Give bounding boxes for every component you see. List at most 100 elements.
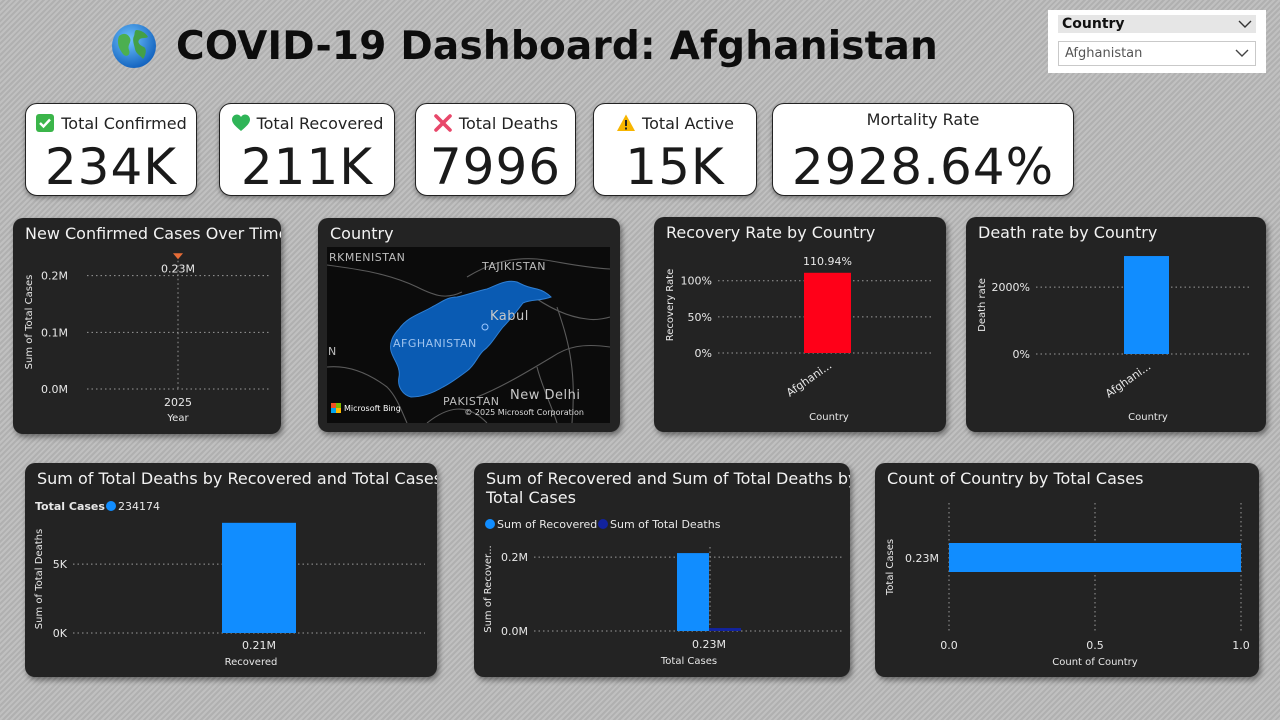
country-slicer: Country Afghanistan	[1048, 10, 1266, 73]
legend-item: 234174	[118, 500, 160, 513]
kpi-mortality-rate: Mortality Rate 2928.64%	[772, 103, 1074, 196]
x-axis-title: Total Cases	[660, 656, 717, 667]
y-tick-label: 0.2M	[41, 270, 68, 283]
y-axis-title: Recovery Rate	[665, 269, 676, 341]
slicer-title: Country	[1062, 16, 1125, 32]
bar-chart-svg: 0.0 0.5 1.0 0.23M Count of Country Total Case…	[885, 503, 1250, 668]
y-axis-title: Sum of Total Deaths	[34, 529, 45, 629]
x-tick-label: Afghani...	[784, 359, 834, 400]
recovered-and-deaths-chart[interactable]: Sum of Recovered and Sum of Total Deaths…	[474, 463, 850, 677]
kpi-label: Total Confirmed	[61, 113, 187, 133]
map-label-new-delhi: New Delhi	[510, 388, 581, 403]
kpi-label: Total Active	[642, 113, 734, 133]
check-icon	[36, 114, 55, 132]
green-heart-icon	[231, 114, 250, 131]
y-tick-label: 0.0M	[41, 383, 68, 396]
bar-chart-svg: 0K 5K 0.21M Recovered Sum of Total Deaths Tot…	[34, 500, 425, 668]
y-tick-label: 0%	[695, 347, 712, 360]
legend-marker	[485, 519, 495, 529]
kpi-value: 211K	[240, 138, 374, 196]
recovery-rate-chart[interactable]: Recovery Rate by Country 0% 50% 100% 110.94…	[654, 217, 946, 432]
cross-icon	[434, 114, 452, 132]
data-point-marker	[173, 253, 183, 260]
chart-title: Count of Country by Total Cases	[887, 469, 1144, 488]
y-tick-label: 50%	[688, 311, 712, 324]
map-borders-svg	[327, 258, 610, 423]
data-label: 110.94%	[803, 255, 852, 268]
kpi-label: Total Recovered	[256, 113, 384, 133]
y-tick-label: 0.0M	[501, 625, 528, 638]
chart-title: New Confirmed Cases Over Time	[25, 224, 281, 243]
legend-marker	[598, 519, 608, 529]
y-axis-title: Sum of Recover...	[483, 545, 494, 633]
header: COVID-19 Dashboard: Afghanistan	[110, 18, 938, 74]
bing-logo: Microsoft Bing	[331, 403, 401, 413]
legend-marker	[106, 501, 116, 511]
map-title: Country	[330, 224, 394, 243]
new-confirmed-cases-chart[interactable]: New Confirmed Cases Over Time 0.0M 0.1M 0.…	[13, 218, 281, 434]
map-label-edge: N	[328, 345, 337, 358]
y-tick-label: 0K	[53, 627, 68, 640]
bar-chart-svg: 0% 2000% Afghani... Country Death rate	[977, 256, 1252, 423]
country-map[interactable]: RKMENISTAN TAJIKISTAN AFGHANISTAN Kabul …	[327, 247, 610, 423]
kpi-value: 234K	[44, 138, 178, 196]
count-of-country-chart[interactable]: Count of Country by Total Cases 0.0 0.5 1.…	[875, 463, 1259, 677]
legend-title: Total Cases	[35, 500, 105, 513]
slicer-selected-value: Afghanistan	[1065, 46, 1143, 61]
x-tick-label: 0.23M	[692, 638, 726, 651]
kpi-total-deaths: Total Deaths 7996	[415, 103, 576, 196]
chart-title-line: Sum of Recovered and Sum of Total Deaths…	[486, 469, 850, 488]
bar	[1124, 256, 1169, 354]
kpi-total-active: Total Active 15K	[593, 103, 757, 196]
map-label-afghanistan: AFGHANISTAN	[393, 337, 477, 350]
bar	[222, 522, 296, 633]
y-axis-title: Death rate	[977, 278, 988, 332]
kpi-value: 7996	[429, 138, 562, 196]
bar	[677, 553, 709, 631]
chevron-down-icon[interactable]	[1238, 20, 1252, 29]
chart-title: Recovery Rate by Country	[666, 223, 876, 242]
x-tick-label: 1.0	[1232, 639, 1250, 652]
chart-title-line: Total Cases	[486, 488, 576, 507]
chart-title: Death rate by Country	[978, 223, 1158, 242]
y-axis-title: Total Cases	[885, 539, 896, 596]
kpi-label: Total Deaths	[458, 113, 559, 133]
slicer-header[interactable]: Country	[1058, 15, 1256, 33]
chevron-down-icon[interactable]	[1235, 49, 1249, 58]
bar	[804, 272, 851, 353]
page-title: COVID-19 Dashboard: Afghanistan	[176, 23, 938, 69]
data-label: 0.23M	[161, 262, 195, 275]
x-axis-title: Recovered	[225, 657, 278, 668]
kpi-total-recovered: Total Recovered 211K	[219, 103, 395, 196]
deaths-by-recovered-chart[interactable]: Sum of Total Deaths by Recovered and Tot…	[25, 463, 437, 677]
y-tick-label: 2000%	[992, 281, 1030, 294]
x-tick-label: Afghani...	[1103, 360, 1153, 401]
x-axis-title: Year	[166, 413, 189, 424]
y-tick-label: 0.2M	[501, 551, 528, 564]
x-axis-title: Country	[1128, 412, 1168, 423]
country-map-card[interactable]: Country RKMENISTAN TAJIKISTAN AFGHANISTA…	[318, 218, 620, 432]
map-copyright: © 2025 Microsoft Corporation	[464, 408, 584, 417]
bing-label: Microsoft Bing	[344, 403, 401, 413]
chart-title: Sum of Total Deaths by Recovered and Tot…	[37, 469, 437, 488]
death-rate-chart[interactable]: Death rate by Country 0% 2000% Afghani... C…	[966, 217, 1266, 432]
y-tick-label: 0.23M	[905, 552, 939, 565]
line-chart-svg: 0.0M 0.1M 0.2M 2025 Year Sum of Total Cases 0.…	[24, 253, 269, 424]
y-tick-label: 0%	[1013, 348, 1030, 361]
map-label-turkmenistan: RKMENISTAN	[329, 251, 406, 264]
x-tick-label: 0.0	[940, 639, 958, 652]
bar-chart-svg: 0% 50% 100% 110.94% Afghani... Country Recover…	[665, 255, 934, 423]
x-axis-title: Count of Country	[1052, 657, 1138, 668]
y-tick-label: 0.1M	[41, 326, 68, 339]
kpi-value: 2928.64%	[791, 138, 1055, 196]
x-axis-title: Country	[809, 412, 849, 423]
country-dropdown[interactable]: Afghanistan	[1058, 41, 1256, 66]
kpi-value: 15K	[625, 138, 725, 196]
globe-icon	[112, 24, 156, 68]
kpi-label: Mortality Rate	[866, 110, 980, 129]
microsoft-logo-icon	[331, 403, 341, 413]
y-tick-label: 5K	[53, 558, 68, 571]
map-label-pakistan: PAKISTAN	[443, 395, 500, 408]
y-tick-label: 100%	[681, 275, 712, 288]
x-tick-label: 2025	[164, 396, 192, 409]
